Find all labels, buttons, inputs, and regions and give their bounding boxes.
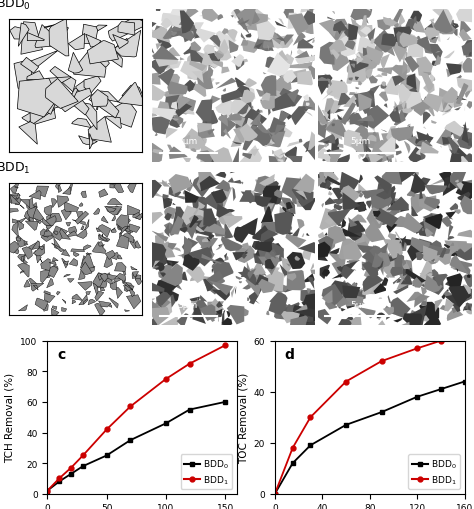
BDD$_1$	[290, 445, 295, 451]
BDD$_1$	[104, 427, 109, 433]
Text: c: c	[57, 347, 65, 361]
BDD$_1$	[379, 358, 384, 364]
Line: BDD$_0$: BDD$_0$	[45, 400, 228, 493]
BDD$_1$	[80, 453, 86, 459]
BDD$_1$	[308, 414, 313, 420]
BDD$_0$	[104, 453, 109, 459]
BDD$_0$	[80, 463, 86, 469]
BDD$_0$	[128, 437, 133, 443]
BDD$_1$	[68, 465, 74, 471]
Text: d: d	[284, 347, 294, 361]
BDD$_0$	[45, 488, 50, 494]
BDD$_0$	[414, 394, 420, 400]
Legend: BDD$_0$, BDD$_1$: BDD$_0$, BDD$_1$	[181, 455, 232, 489]
Y-axis label: TOC Removal (%): TOC Removal (%)	[238, 372, 248, 463]
BDD$_1$	[414, 346, 420, 352]
BDD$_1$	[438, 338, 444, 344]
BDD$_0$	[379, 409, 384, 415]
Text: 5μm: 5μm	[351, 300, 371, 309]
BDD$_0$	[272, 491, 278, 497]
BDD$_0$	[343, 422, 349, 428]
Line: BDD$_1$: BDD$_1$	[273, 331, 467, 496]
BDD$_0$	[462, 379, 467, 385]
Text: BDD$_1$: BDD$_1$	[0, 160, 31, 175]
BDD$_0$	[308, 442, 313, 448]
BDD$_1$	[272, 491, 278, 497]
BDD$_0$	[163, 420, 169, 427]
Text: 5μm: 5μm	[351, 137, 371, 146]
BDD$_0$	[187, 407, 192, 413]
Y-axis label: TCH Removal (%): TCH Removal (%)	[5, 373, 15, 462]
Text: BDD$_0$: BDD$_0$	[0, 0, 31, 12]
BDD$_0$	[438, 386, 444, 392]
BDD$_1$	[45, 488, 50, 494]
BDD$_1$	[128, 404, 133, 410]
BDD$_0$	[222, 399, 228, 405]
BDD$_1$	[163, 376, 169, 382]
Legend: BDD$_0$, BDD$_1$: BDD$_0$, BDD$_1$	[408, 455, 460, 489]
BDD$_1$	[187, 361, 192, 367]
BDD$_0$	[56, 478, 62, 485]
Line: BDD$_0$: BDD$_0$	[273, 379, 467, 496]
Line: BDD$_1$: BDD$_1$	[45, 343, 228, 493]
Text: 3μm: 3μm	[178, 300, 198, 309]
BDD$_1$	[343, 379, 349, 385]
BDD$_1$	[222, 343, 228, 349]
BDD$_0$	[68, 471, 74, 477]
Text: 3μm: 3μm	[178, 137, 198, 146]
BDD$_1$	[56, 475, 62, 482]
BDD$_1$	[462, 330, 467, 336]
BDD$_0$	[290, 460, 295, 466]
